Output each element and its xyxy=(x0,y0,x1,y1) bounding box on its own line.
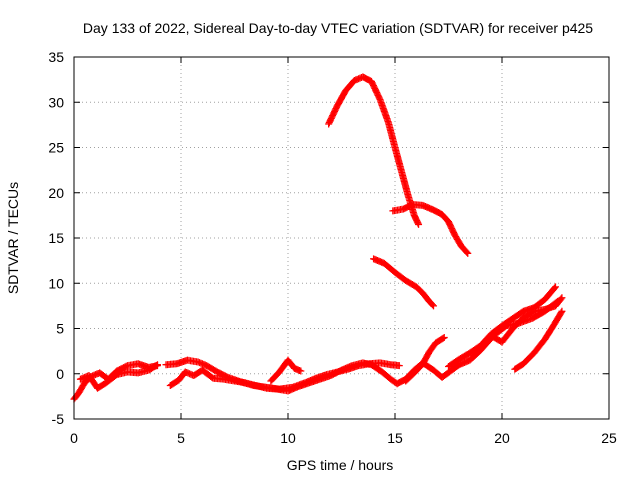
point-marker xyxy=(551,284,559,292)
y-tick-label: 5 xyxy=(56,321,64,337)
x-tick-label: 0 xyxy=(70,430,78,446)
point-marker xyxy=(153,361,161,369)
y-tick-label: 30 xyxy=(48,94,64,110)
x-axis-label: GPS time / hours xyxy=(287,457,394,473)
x-tick-label: 15 xyxy=(387,430,403,446)
series-track-h xyxy=(487,294,566,346)
point-marker xyxy=(552,283,559,291)
point-marker xyxy=(395,362,403,370)
series-track-d xyxy=(166,297,562,395)
data-points xyxy=(70,73,566,403)
y-axis-label: SDTVAR / TECUs xyxy=(5,182,21,294)
y-tick-label: -5 xyxy=(52,411,65,427)
point-marker xyxy=(439,334,447,342)
y-tick-label: 20 xyxy=(48,185,64,201)
series-track-j xyxy=(325,73,423,228)
x-tick-label: 25 xyxy=(601,430,617,446)
point-marker xyxy=(297,367,305,375)
x-tick-label: 10 xyxy=(280,430,296,446)
series-track-k xyxy=(389,201,472,257)
y-tick-label: 25 xyxy=(48,140,64,156)
point-marker xyxy=(463,248,471,256)
x-tick-label: 20 xyxy=(494,430,510,446)
point-marker xyxy=(557,309,565,317)
chart-title: Day 133 of 2022, Sidereal Day-to-day VTE… xyxy=(83,20,593,36)
series-track-e xyxy=(267,356,305,385)
point-marker xyxy=(152,361,160,369)
series-track-l xyxy=(370,255,438,310)
point-marker xyxy=(415,220,423,228)
point-marker xyxy=(428,301,436,309)
y-tick-label: 35 xyxy=(48,49,64,65)
series-track-i xyxy=(511,307,566,373)
point-marker xyxy=(558,294,566,302)
series-track-b xyxy=(76,361,161,392)
y-tick-label: 15 xyxy=(48,230,64,246)
series-track-f xyxy=(402,334,448,385)
axis-ticks: 0 5 10 15 20 25 -5 0 5 10 15 20 25 30 35 xyxy=(48,49,617,446)
x-tick-label: 5 xyxy=(177,430,185,446)
point-marker xyxy=(558,307,566,315)
point-marker xyxy=(430,302,438,310)
point-marker xyxy=(464,249,472,257)
point-marker xyxy=(440,334,448,342)
y-tick-label: 10 xyxy=(48,275,64,291)
gridlines xyxy=(74,57,609,419)
point-marker xyxy=(557,295,565,303)
series-track-a xyxy=(70,360,161,403)
y-tick-label: 0 xyxy=(56,366,64,382)
